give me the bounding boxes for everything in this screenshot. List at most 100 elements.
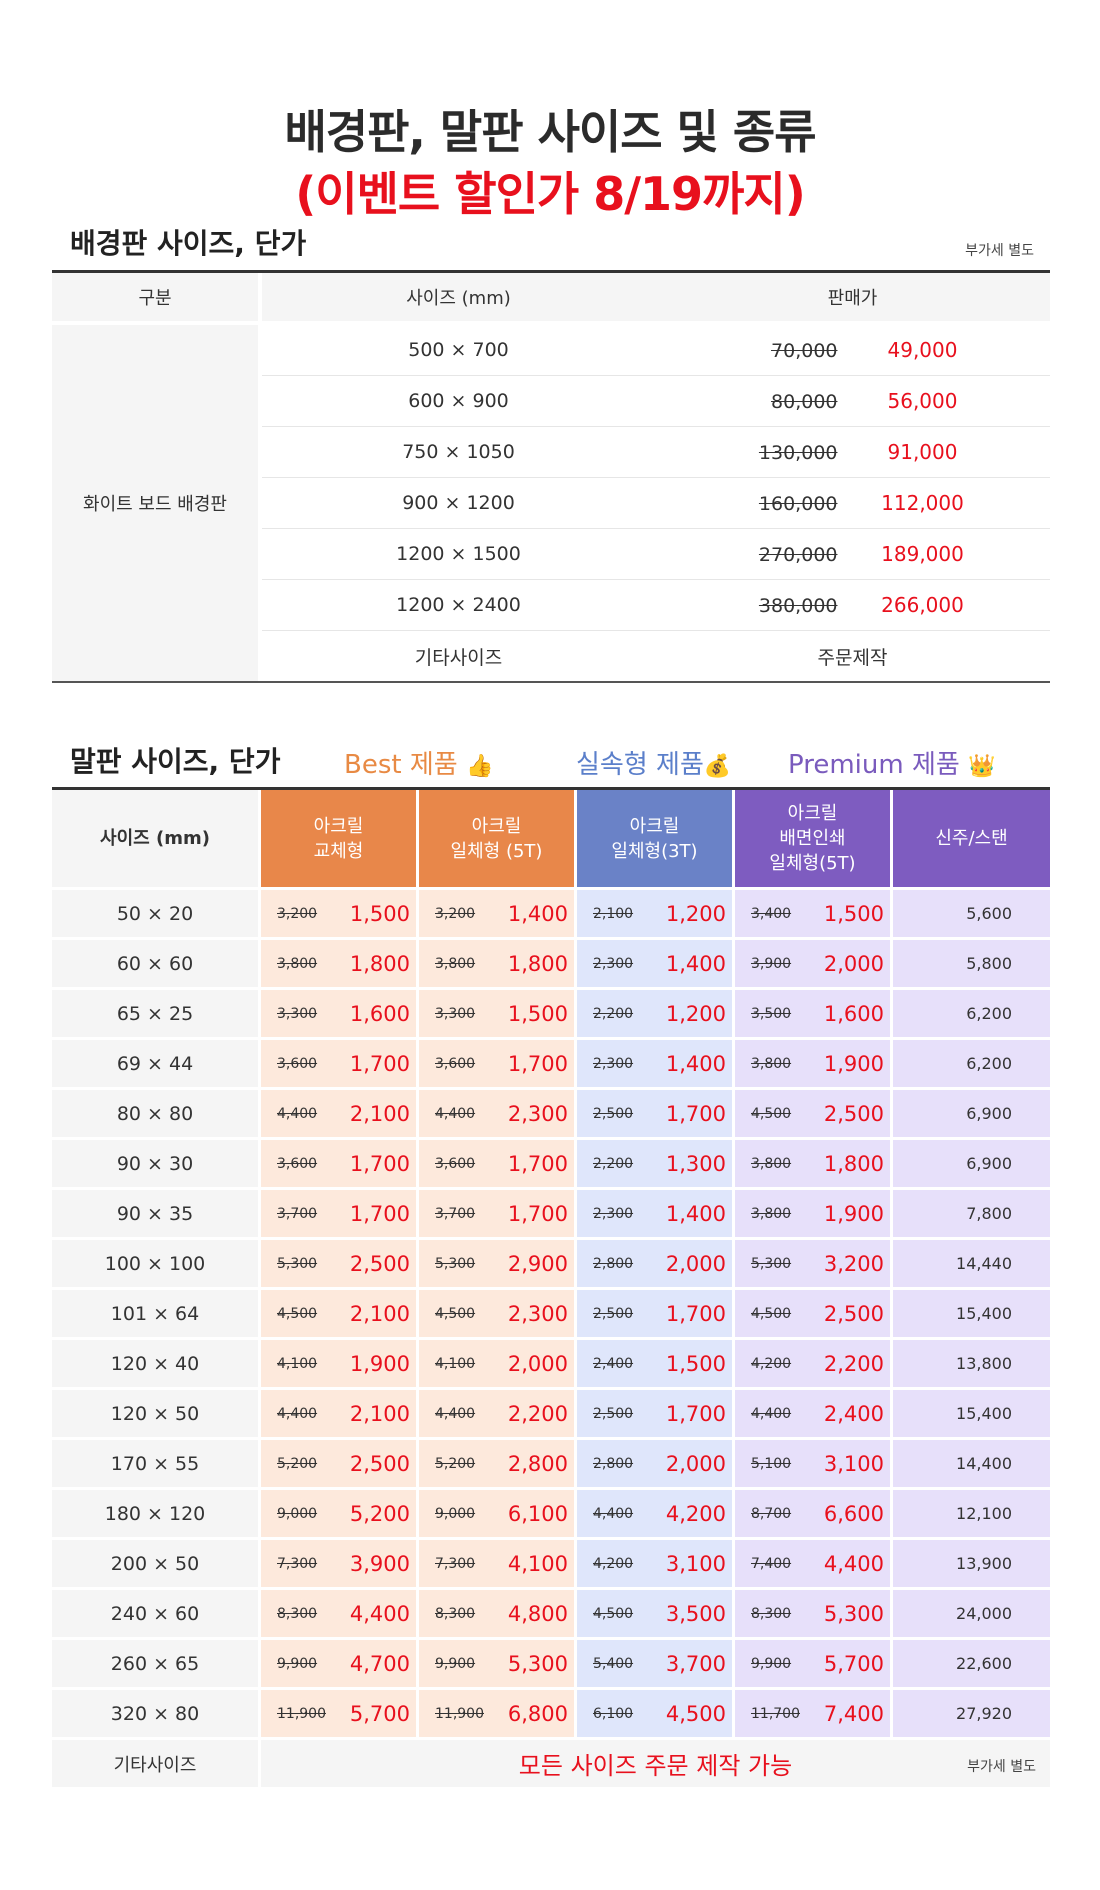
price-pair: 7,300 3,900 — [261, 1552, 416, 1576]
size-cell: 기타사이즈 — [414, 646, 503, 669]
table-row: 1200 × 1500 270,000 189,000 — [52, 529, 1050, 580]
column-header-category: 구분 — [52, 273, 262, 325]
table-row: 1200 × 2400 380,000 266,000 — [52, 580, 1050, 631]
price-pair: 9,900 4,700 — [261, 1652, 416, 1676]
price-cell: 130,000 91,000 — [655, 427, 1050, 478]
price-pair: 7,400 4,400 — [735, 1552, 890, 1576]
price-cell: 3,700 1,700 — [261, 1190, 419, 1240]
table-row: 화이트 보드 배경판 500 × 700 70,000 49,000 — [52, 325, 1050, 681]
price-cell: 2,300 1,400 — [577, 940, 735, 990]
sale-price: 2,000 — [823, 951, 884, 976]
sale-price: 1,800 — [349, 951, 410, 976]
brass-steel-price: 15,400 — [893, 1390, 1050, 1440]
sale-price: 112,000 — [881, 491, 964, 515]
original-price: 4,200 — [593, 1555, 634, 1572]
table-row: 240 × 60 8,300 4,400 8,300 4,800 4,500 3,500 8,… — [52, 1590, 1050, 1640]
price-cell: 4,500 2,500 — [735, 1090, 893, 1140]
original-price: 4,500 — [751, 1105, 792, 1122]
sale-price: 2,200 — [507, 1401, 568, 1426]
price-cell: 4,500 3,500 — [577, 1590, 735, 1640]
sale-price: 1,700 — [349, 1201, 410, 1226]
sale-price: 1,900 — [349, 1351, 410, 1376]
brass-steel-price: 6,200 — [893, 1040, 1050, 1090]
original-price: 7,300 — [435, 1555, 476, 1572]
price-pair: 4,400 2,100 — [261, 1402, 416, 1426]
column-header-brass-steel: 신주/스탠 — [893, 790, 1050, 890]
original-price: 8,300 — [435, 1605, 476, 1622]
header-line: 일체형(5T) — [769, 853, 856, 874]
price-pair: 7,300 4,100 — [419, 1552, 574, 1576]
table-row: 120 × 40 4,100 1,900 4,100 2,000 2,400 1,500 4,… — [52, 1340, 1050, 1390]
sale-price: 3,100 — [823, 1451, 884, 1476]
price-cell: 2,800 2,000 — [577, 1240, 735, 1290]
size-cell: 200 × 50 — [52, 1540, 261, 1590]
original-price: 4,400 — [277, 1405, 318, 1422]
original-price: 4,400 — [435, 1105, 476, 1122]
original-price: 9,900 — [277, 1655, 318, 1672]
price-cell: 4,400 2,300 — [419, 1090, 577, 1140]
size-cell: 320 × 80 — [52, 1690, 261, 1740]
original-price: 3,300 — [277, 1005, 318, 1022]
price-pair: 4,400 2,200 — [419, 1402, 574, 1426]
sale-price: 2,500 — [349, 1451, 410, 1476]
original-price: 5,200 — [277, 1455, 318, 1472]
original-price: 4,500 — [593, 1605, 634, 1622]
brass-steel-price: 15,400 — [893, 1290, 1050, 1340]
price-pair: 3,900 2,000 — [735, 952, 890, 976]
sale-price: 1,400 — [665, 1201, 726, 1226]
sale-price: 2,200 — [823, 1351, 884, 1376]
sale-price: 1,400 — [665, 951, 726, 976]
price-pair: 8,700 6,600 — [735, 1502, 890, 1526]
price-pair: 4,500 3,500 — [577, 1602, 732, 1626]
price-pair: 3,800 1,800 — [419, 952, 574, 976]
sale-price: 4,400 — [349, 1601, 410, 1626]
price-pair: 8,300 5,300 — [735, 1602, 890, 1626]
sale-price: 2,800 — [507, 1451, 568, 1476]
column-header-size: 사이즈 (mm) — [52, 790, 261, 890]
price-pair: 4,400 2,300 — [419, 1102, 574, 1126]
price-cell: 4,500 2,500 — [735, 1290, 893, 1340]
original-price: 3,900 — [751, 955, 792, 972]
price-pair: 5,300 2,900 — [419, 1252, 574, 1276]
header-line: 아크릴 — [629, 815, 680, 837]
column-header-acrylic-integrated-3t: 아크릴 일체형(3T) — [577, 790, 735, 890]
original-price: 5,300 — [751, 1255, 792, 1272]
sale-price: 6,800 — [507, 1701, 568, 1726]
table-row: 50 × 20 3,200 1,500 3,200 1,400 2,100 1,200 3,4… — [52, 890, 1050, 940]
original-price: 4,200 — [751, 1355, 792, 1372]
sale-price: 1,500 — [823, 901, 884, 926]
price-cell: 4,400 2,200 — [419, 1390, 577, 1440]
price-pair: 2,500 1,700 — [577, 1102, 732, 1126]
price-pair: 3,600 1,700 — [419, 1052, 574, 1076]
original-price: 3,800 — [751, 1155, 792, 1172]
price-pair: 5,200 2,800 — [419, 1452, 574, 1476]
price-pair: 6,100 4,500 — [577, 1702, 732, 1726]
price-pair: 3,300 1,600 — [261, 1002, 416, 1026]
sale-price: 1,800 — [507, 951, 568, 976]
original-price: 160,000 — [758, 493, 838, 515]
brass-steel-price: 6,900 — [893, 1090, 1050, 1140]
price-cell: 9,900 5,700 — [735, 1640, 893, 1690]
sale-price: 1,700 — [665, 1401, 726, 1426]
sale-price: 2,000 — [665, 1251, 726, 1276]
sale-price: 2,100 — [349, 1401, 410, 1426]
original-price: 11,900 — [277, 1705, 326, 1722]
size-cell: 750 × 1050 — [262, 427, 655, 478]
price-cell: 4,100 2,000 — [419, 1340, 577, 1390]
original-price: 4,400 — [277, 1105, 318, 1122]
original-price: 4,400 — [435, 1405, 476, 1422]
sale-price: 1,600 — [823, 1001, 884, 1026]
price-cell: 3,700 1,700 — [419, 1190, 577, 1240]
size-cell: 69 × 44 — [52, 1040, 261, 1090]
header-line: 아크릴 — [471, 815, 522, 837]
sale-price: 1,600 — [349, 1001, 410, 1026]
size-cell: 90 × 30 — [52, 1140, 261, 1190]
original-price: 380,000 — [758, 595, 838, 617]
sale-price: 5,200 — [349, 1501, 410, 1526]
column-header-size: 사이즈 (mm) — [262, 273, 655, 325]
price-pair: 3,600 1,700 — [261, 1052, 416, 1076]
price-cell: 4,400 2,100 — [261, 1390, 419, 1440]
table-row-other: 기타사이즈 주문제작 — [52, 631, 1050, 681]
brass-steel-price: 14,440 — [893, 1240, 1050, 1290]
price-cell: 3,300 1,600 — [261, 990, 419, 1040]
